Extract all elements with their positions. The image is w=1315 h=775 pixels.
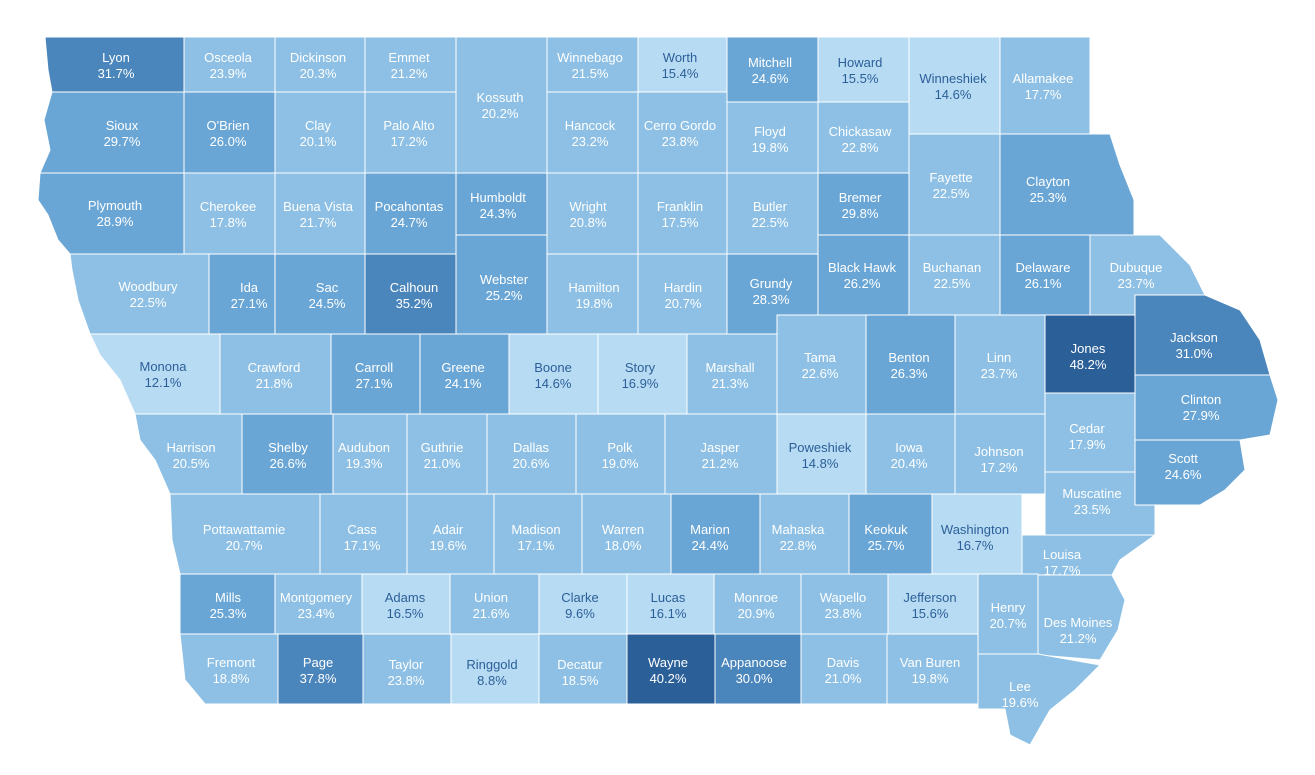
county-adams[interactable]: [361, 573, 451, 635]
county-boone[interactable]: [508, 333, 599, 415]
county-fremont[interactable]: [179, 633, 279, 705]
county-cherokee[interactable]: [183, 172, 276, 255]
county-marshall[interactable]: [686, 333, 778, 415]
county-shelby[interactable]: [241, 413, 334, 495]
county-van-buren[interactable]: [886, 633, 979, 705]
county-decatur[interactable]: [538, 633, 628, 705]
county-floyd[interactable]: [726, 101, 819, 174]
county-osceola[interactable]: [183, 36, 276, 93]
county-mahaska[interactable]: [759, 493, 850, 575]
county-kossuth[interactable]: [455, 36, 548, 174]
county-johnson[interactable]: [954, 413, 1046, 495]
county-washington[interactable]: [931, 493, 1023, 575]
county-clarke[interactable]: [538, 573, 628, 635]
county-harrison[interactable]: [134, 413, 243, 495]
county-butler[interactable]: [726, 172, 819, 255]
county-clayton[interactable]: [999, 133, 1135, 236]
county-audubon[interactable]: [332, 413, 408, 495]
county-jackson[interactable]: [1134, 294, 1271, 376]
county-monroe[interactable]: [713, 573, 802, 635]
county-adair[interactable]: [406, 493, 495, 575]
county-polk[interactable]: [575, 413, 666, 495]
county-wapello[interactable]: [800, 573, 889, 635]
county-plymouth[interactable]: [37, 172, 185, 255]
county-delaware[interactable]: [999, 234, 1091, 316]
county-des-moines[interactable]: [1037, 574, 1126, 661]
county-sioux[interactable]: [39, 91, 185, 174]
county-jefferson[interactable]: [887, 573, 979, 635]
county-page[interactable]: [277, 633, 364, 705]
county-pocahontas[interactable]: [364, 172, 457, 255]
county-hancock[interactable]: [546, 91, 639, 174]
county-palo-alto[interactable]: [364, 91, 457, 174]
county-cedar[interactable]: [1044, 392, 1136, 473]
county-montgomery[interactable]: [274, 573, 363, 635]
county-chickasaw[interactable]: [817, 101, 910, 174]
county-wayne[interactable]: [626, 633, 716, 705]
county-warren[interactable]: [581, 493, 672, 575]
county-hamilton[interactable]: [546, 253, 639, 335]
county-dickinson[interactable]: [274, 36, 366, 93]
county-bremer[interactable]: [817, 172, 910, 236]
county-clay[interactable]: [274, 91, 366, 174]
county-buena-vista[interactable]: [274, 172, 366, 255]
county-ringgold[interactable]: [450, 633, 540, 705]
county-shapes: [37, 36, 1279, 746]
county-wright[interactable]: [546, 172, 639, 255]
county-appanoose[interactable]: [714, 633, 802, 705]
county-buchanan[interactable]: [908, 234, 1001, 316]
county-winnebago[interactable]: [546, 36, 639, 93]
county-emmet[interactable]: [364, 36, 457, 93]
county-sac[interactable]: [274, 253, 366, 335]
county-story[interactable]: [597, 333, 688, 415]
county-carroll[interactable]: [330, 333, 421, 415]
county-greene[interactable]: [419, 333, 510, 415]
county-franklin[interactable]: [637, 172, 728, 255]
county-webster[interactable]: [455, 234, 548, 335]
county-calhoun[interactable]: [364, 253, 457, 335]
county-linn[interactable]: [954, 314, 1046, 415]
county-louisa[interactable]: [1021, 534, 1156, 576]
county-o-brien[interactable]: [183, 91, 276, 174]
county-hardin[interactable]: [637, 253, 728, 335]
county-jones[interactable]: [1044, 314, 1136, 394]
county-lyon[interactable]: [44, 36, 185, 93]
county-benton[interactable]: [865, 314, 956, 415]
county-mitchell[interactable]: [726, 36, 819, 103]
county-cass[interactable]: [319, 493, 408, 575]
county-jasper[interactable]: [664, 413, 778, 495]
county-mills[interactable]: [179, 573, 276, 635]
county-lucas[interactable]: [626, 573, 715, 635]
county-woodbury[interactable]: [69, 253, 210, 335]
county-allamakee[interactable]: [999, 36, 1091, 135]
county-scott[interactable]: [1134, 439, 1246, 506]
county-henry[interactable]: [977, 573, 1039, 655]
county-humboldt[interactable]: [455, 172, 548, 236]
county-keokuk[interactable]: [848, 493, 933, 575]
county-dallas[interactable]: [486, 413, 577, 495]
county-monona[interactable]: [89, 333, 221, 415]
county-pottawattamie[interactable]: [169, 493, 321, 575]
county-poweshiek[interactable]: [776, 413, 867, 495]
county-marion[interactable]: [670, 493, 761, 575]
county-cerro-gordo[interactable]: [637, 91, 728, 174]
county-davis[interactable]: [800, 633, 888, 705]
county-madison[interactable]: [493, 493, 583, 575]
county-worth[interactable]: [637, 36, 728, 93]
county-winneshiek[interactable]: [908, 36, 1001, 135]
county-fayette[interactable]: [908, 133, 1001, 236]
county-crawford[interactable]: [219, 333, 332, 415]
county-guthrie[interactable]: [406, 413, 488, 495]
county-taylor[interactable]: [362, 633, 452, 705]
county-black-hawk[interactable]: [817, 234, 910, 316]
county-iowa[interactable]: [865, 413, 956, 495]
county-tama[interactable]: [776, 314, 867, 415]
county-lee[interactable]: [977, 653, 1101, 746]
county-union[interactable]: [449, 573, 540, 635]
county-ida[interactable]: [208, 253, 276, 335]
county-howard[interactable]: [817, 36, 910, 103]
county-clinton[interactable]: [1134, 374, 1279, 441]
